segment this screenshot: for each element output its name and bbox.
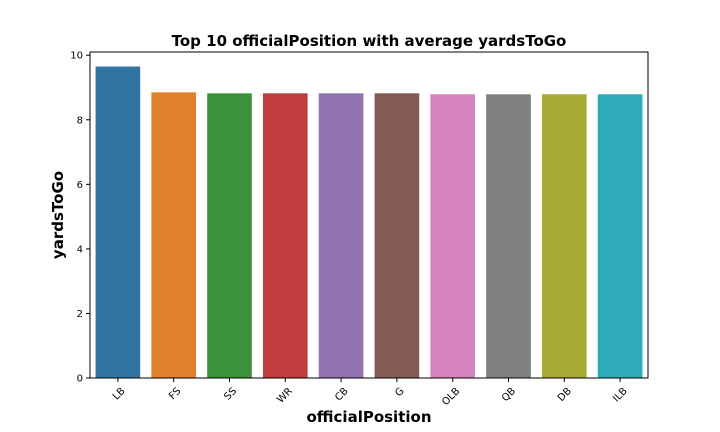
x-axis-title: officialPosition — [307, 408, 432, 426]
bar-olb — [430, 94, 476, 378]
y-axis-title: yardsToGo — [49, 171, 67, 259]
x-axis: LB FS SS WR CB G OLB QB DB ILB — [111, 378, 630, 408]
y-tick-label: 10 — [70, 51, 83, 62]
x-tick-label: LB — [111, 386, 128, 403]
x-tick-label: SS — [222, 386, 239, 403]
bar-db — [541, 94, 587, 378]
y-axis: 0 2 4 6 8 10 — [70, 51, 90, 385]
y-tick-label: 0 — [77, 374, 83, 385]
bar-ss — [207, 93, 252, 378]
x-tick-label: QB — [500, 386, 518, 404]
bar-fs — [151, 92, 197, 378]
bar-wr — [262, 93, 308, 378]
bar-g — [374, 93, 420, 378]
x-tick-label: WR — [275, 386, 295, 406]
chart-title: Top 10 officialPosition with average yar… — [172, 32, 567, 50]
y-tick-label: 2 — [77, 309, 83, 320]
y-tick-label: 8 — [77, 115, 83, 126]
bars-layer — [95, 66, 643, 379]
plot-frame — [89, 51, 649, 379]
bar-ilb — [597, 94, 643, 378]
x-tick-label: ILB — [611, 386, 630, 405]
y-tick-label: 4 — [77, 244, 83, 255]
x-tick-label: OLB — [440, 386, 462, 408]
x-tick-label: DB — [556, 386, 574, 404]
x-tick-label: FS — [167, 386, 183, 402]
bar-cb — [318, 93, 364, 378]
x-tick-label: G — [393, 386, 406, 399]
y-tick-label: 6 — [77, 180, 83, 191]
bar-qb — [486, 94, 531, 378]
x-tick-label: CB — [333, 386, 351, 404]
bar-lb — [95, 66, 141, 379]
